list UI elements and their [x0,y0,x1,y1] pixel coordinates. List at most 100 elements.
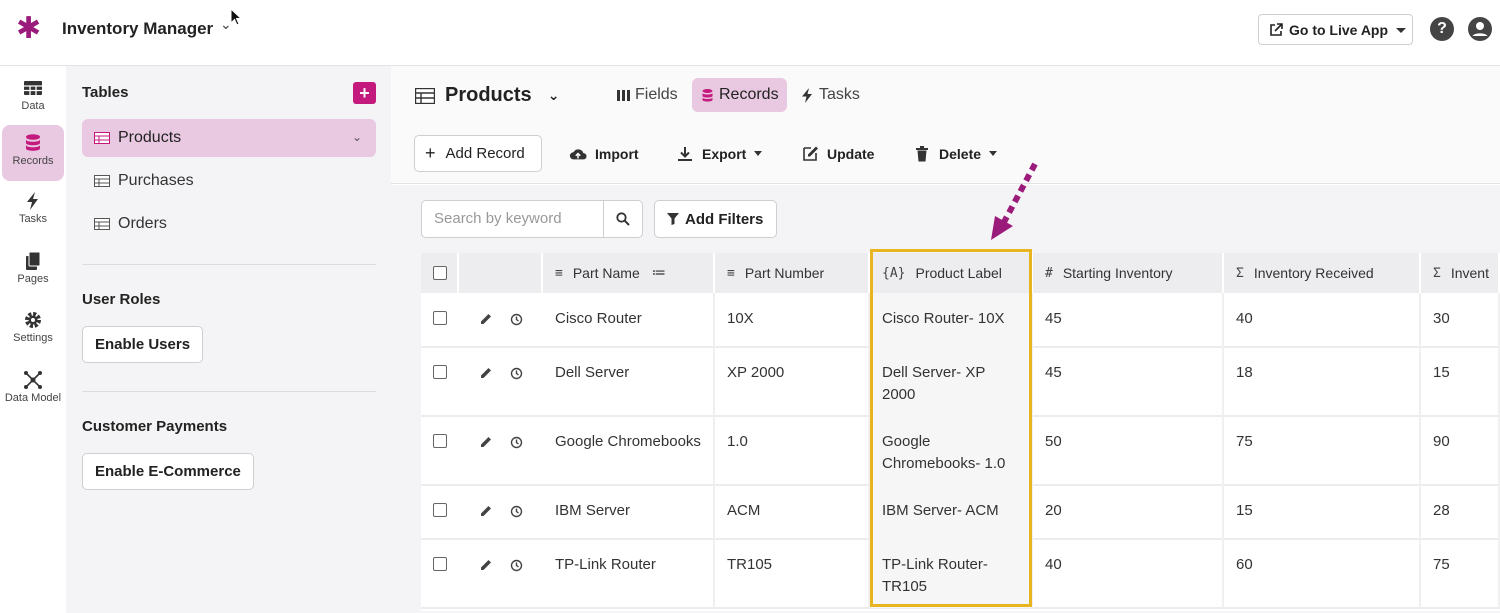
nav-label: Data Model [4,392,62,404]
row-actions [479,505,523,518]
table-cell-product-label[interactable]: Dell Server- XP 2000 [870,347,1033,416]
table-cell-product-label[interactable]: Cisco Router- 10X [870,293,1033,347]
table-cell-part-number[interactable]: XP 2000 [715,347,870,416]
table-cell-inv[interactable]: 75 [1421,539,1500,608]
column-header-starting-inventory[interactable]: # Starting Inventory [1033,253,1224,293]
nav-settings[interactable]: Settings [2,302,64,358]
tab-tasks[interactable]: Tasks [792,78,868,112]
table-item-purchases[interactable]: Purchases [82,162,376,200]
table-cell-received[interactable]: 75 [1224,416,1421,485]
table-item-orders[interactable]: Orders [82,205,376,243]
column-header-inventory-received[interactable]: Σ Inventory Received [1224,253,1421,293]
history-icon[interactable] [510,367,523,380]
table-cell-part-number[interactable]: 10X [715,293,870,347]
nav-tasks[interactable]: Tasks [2,183,64,239]
table-cell-starting[interactable]: 40 [1033,539,1224,608]
sort-icon[interactable]: ≔ [651,265,666,281]
table-cell-received[interactable]: 60 [1224,539,1421,608]
edit-pencil-icon[interactable] [479,559,492,572]
table-cell-part-number[interactable]: TR105 [715,539,870,608]
table-item-label: Purchases [118,172,194,189]
table-cell-received[interactable]: 15 [1224,485,1421,539]
nav-pages[interactable]: Pages [2,243,64,299]
history-icon[interactable] [510,559,523,572]
chevron-down-icon[interactable]: ⌄ [220,17,232,33]
add-filters-button[interactable]: Add Filters [654,200,777,238]
update-button[interactable]: Update [801,135,874,172]
gear-icon [25,312,41,328]
delete-button[interactable]: Delete [913,135,998,172]
live-app-dropdown-button[interactable] [1389,14,1413,45]
column-header-product-label[interactable]: {A} Product Label [870,253,1033,293]
app-logo-icon[interactable]: ✱ [16,11,42,46]
main-header: Products ⌄ Fields Records Tasks + Add Re… [391,66,1500,184]
add-record-button[interactable]: + Add Record [414,135,542,172]
table-cell-inv[interactable]: 30 [1421,293,1500,347]
search-button[interactable] [603,200,643,238]
table-cell-inv[interactable]: 15 [1421,347,1500,416]
table-cell-product-label[interactable]: Google Chromebooks- 1.0 [870,416,1033,485]
help-icon[interactable]: ? [1430,17,1454,41]
go-to-live-app-button[interactable]: Go to Live App [1258,14,1390,45]
table-item-products[interactable]: Products ⌄ [82,119,376,157]
table-cell-part-name[interactable]: Dell Server [543,347,715,416]
chevron-down-icon[interactable]: ⌄ [351,130,362,144]
table-cell-part-name[interactable]: Google Chromebooks [543,416,715,485]
user-account-icon[interactable] [1468,17,1492,41]
add-table-button[interactable]: + [353,82,376,104]
table-cell-received[interactable]: 18 [1224,347,1421,416]
table-cell-part-number[interactable]: ACM [715,485,870,539]
history-icon[interactable] [510,313,523,326]
enable-ecommerce-button[interactable]: Enable E-Commerce [82,453,254,490]
mouse-cursor-icon [230,8,242,26]
row-checkbox[interactable] [433,365,447,379]
nav-data-model[interactable]: Data Model [2,362,64,418]
table-cell-inv[interactable]: 28 [1421,485,1500,539]
export-button[interactable]: Export [676,135,763,172]
edit-pencil-icon[interactable] [479,367,492,380]
table-cell-part-name[interactable]: Cisco Router [543,293,715,347]
add-record-label: Add Record [445,145,525,162]
table-cell-starting[interactable]: 20 [1033,485,1224,539]
nav-data[interactable]: Data [2,70,64,126]
table-cell-starting[interactable]: 45 [1033,293,1224,347]
history-icon[interactable] [510,505,523,518]
cloud-upload-icon [569,148,587,159]
add-filters-label: Add Filters [685,210,764,228]
table-cell-product-label[interactable]: TP-Link Router- TR105 [870,539,1033,608]
tab-records[interactable]: Records [692,78,787,112]
row-divider [421,607,1500,609]
table-cell-starting[interactable]: 45 [1033,347,1224,416]
chevron-down-icon[interactable]: ⌄ [547,87,560,104]
app-title[interactable]: Inventory Manager [62,19,214,38]
row-checkbox[interactable] [433,503,447,517]
edit-pencil-icon[interactable] [479,313,492,326]
edit-pencil-icon[interactable] [479,436,492,449]
row-actions [479,367,523,380]
nav-records[interactable]: Records [2,125,64,181]
table-cell-part-name[interactable]: IBM Server [543,485,715,539]
tables-panel: Tables + Products ⌄ Purchases Orders Use… [66,66,391,613]
table-cell-received[interactable]: 40 [1224,293,1421,347]
row-checkbox[interactable] [433,311,447,325]
nav-label: Settings [13,332,53,344]
page-title[interactable]: Products ⌄ [415,84,559,107]
column-header-part-name[interactable]: ≡ Part Name ≔ [543,253,715,293]
enable-users-button[interactable]: Enable Users [82,326,204,363]
row-checkbox[interactable] [433,557,447,571]
table-cell-product-label[interactable]: IBM Server- ACM [870,485,1033,539]
table-cell-part-number[interactable]: 1.0 [715,416,870,485]
column-header-part-number[interactable]: ≡ Part Number [715,253,870,293]
tab-fields[interactable]: Fields [608,78,686,112]
table-cell-inv[interactable]: 90 [1421,416,1500,485]
export-label: Export [702,145,747,162]
history-icon[interactable] [510,436,523,449]
table-cell-part-name[interactable]: TP-Link Router [543,539,715,608]
search-input[interactable]: Search by keyword [421,200,604,238]
select-all-checkbox[interactable] [433,266,447,280]
row-checkbox[interactable] [433,434,447,448]
edit-pencil-icon[interactable] [479,505,492,518]
table-cell-starting[interactable]: 50 [1033,416,1224,485]
column-header-inventory[interactable]: Σ Invent [1421,253,1500,293]
import-button[interactable]: Import [569,135,639,172]
